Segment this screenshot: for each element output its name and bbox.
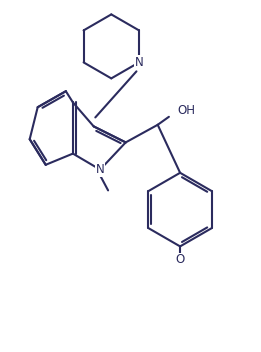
Text: N: N — [96, 163, 104, 176]
Text: OH: OH — [177, 104, 195, 117]
Text: O: O — [175, 253, 185, 266]
Text: N: N — [135, 56, 143, 69]
